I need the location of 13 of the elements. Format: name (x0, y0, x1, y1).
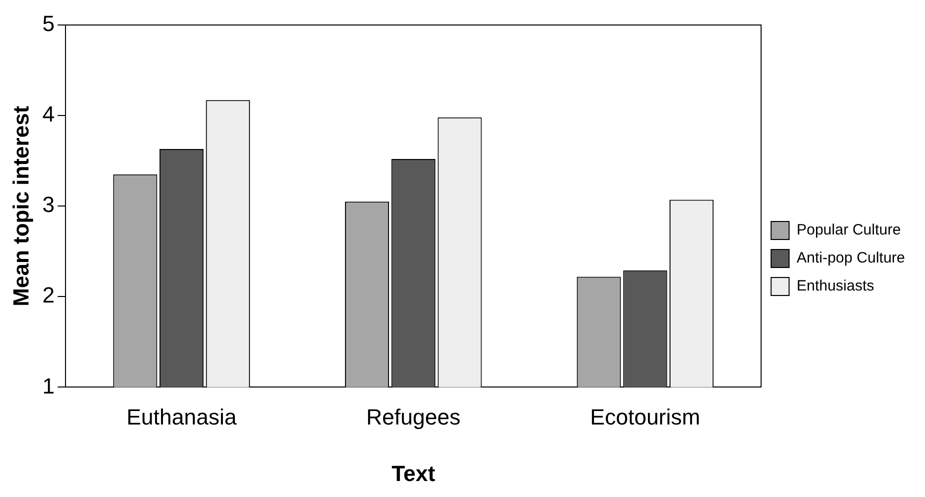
y-tick-label: 4 (42, 102, 55, 127)
y-tick-label: 2 (42, 282, 55, 308)
x-tick-label: Refugees (366, 404, 460, 430)
y-tick-label: 3 (42, 192, 55, 218)
y-axis-title: Mean topic interest (8, 105, 34, 306)
legend-label: Anti-pop Culture (796, 250, 906, 267)
legend-label: Popular Culture (796, 222, 901, 239)
legend-label: Enthusiasts (796, 278, 874, 295)
x-axis-title: Text (392, 460, 436, 486)
y-tick-label: 5 (42, 11, 55, 36)
x-tick-label: Ecotourism (590, 404, 700, 430)
y-tick-label: 1 (42, 373, 55, 398)
x-tick-label: Euthanasia (126, 404, 238, 430)
